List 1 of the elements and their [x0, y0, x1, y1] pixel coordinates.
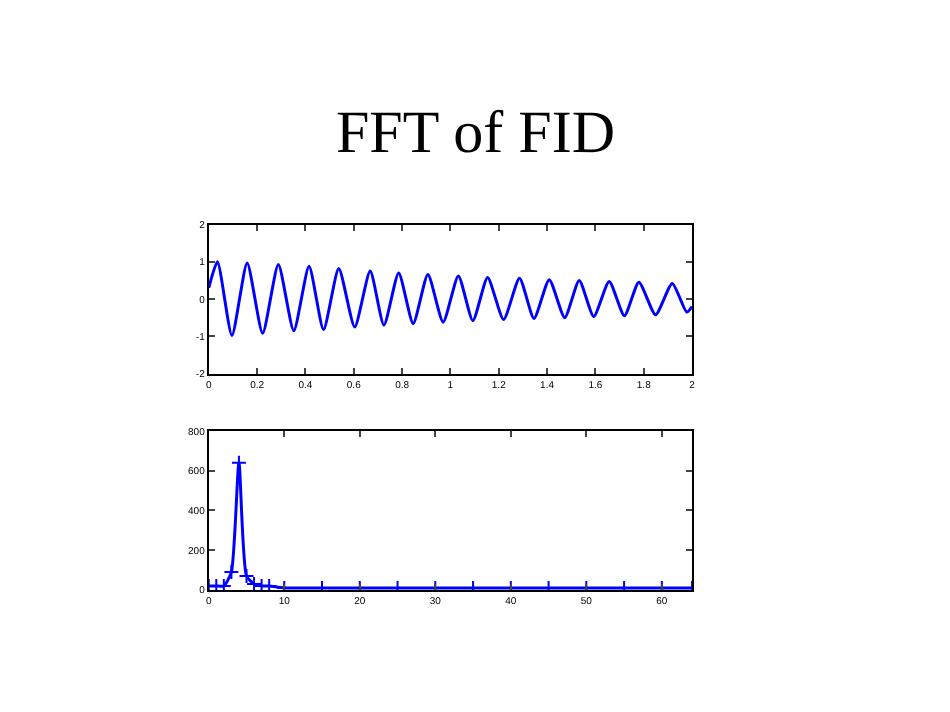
chart-title: FFT of FID: [336, 100, 615, 166]
